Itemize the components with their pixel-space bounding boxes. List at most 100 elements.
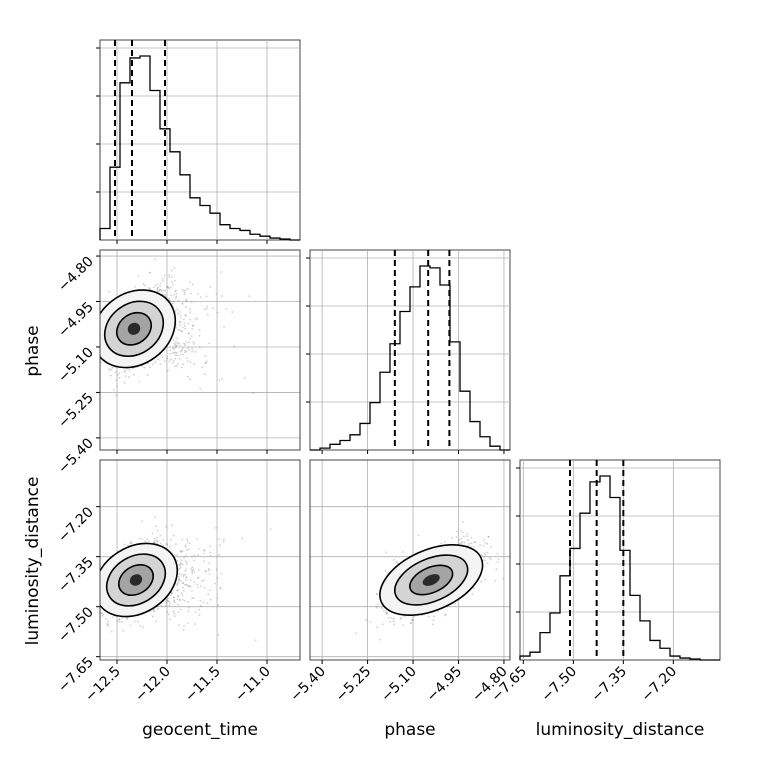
sample-point	[444, 540, 446, 543]
sample-point	[204, 354, 207, 357]
y-tick-label: −4.80	[55, 254, 97, 296]
sample-point	[148, 286, 151, 289]
sample-point	[389, 620, 392, 623]
sample-point	[180, 573, 183, 576]
sample-point	[487, 535, 490, 538]
sample-point	[155, 620, 158, 623]
sample-point	[180, 550, 182, 553]
sample-point	[189, 579, 192, 581]
sample-point	[208, 568, 210, 570]
sample-point	[181, 347, 184, 350]
sample-point	[138, 537, 141, 540]
x-tick-label: −4.95	[424, 664, 466, 706]
sample-point	[162, 539, 165, 541]
sample-point	[199, 599, 202, 602]
sample-point	[187, 548, 190, 551]
sample-point	[170, 294, 173, 297]
sample-point	[175, 289, 177, 292]
sample-point	[185, 350, 188, 353]
sample-point	[411, 619, 414, 622]
sample-point	[205, 360, 208, 363]
y-label-luminosity-distance: luminosity_distance	[23, 477, 43, 646]
sample-point	[153, 537, 156, 540]
sample-point	[189, 311, 192, 314]
sample-point	[176, 342, 179, 344]
sample-point	[175, 344, 178, 347]
sample-point	[217, 634, 220, 636]
sample-point	[122, 629, 125, 632]
sample-point	[197, 569, 200, 572]
sample-point	[153, 541, 155, 544]
panel-border	[309, 459, 511, 661]
sample-point	[209, 598, 212, 601]
sample-point	[167, 613, 170, 616]
sample-point	[178, 576, 181, 578]
sample-point	[173, 351, 175, 354]
sample-point	[496, 560, 499, 563]
sample-point	[484, 559, 486, 562]
sample-point	[172, 596, 175, 599]
sample-point	[203, 549, 205, 551]
sample-point	[191, 590, 193, 592]
sample-point	[138, 380, 141, 383]
sample-point	[482, 544, 485, 547]
sample-point	[149, 272, 152, 274]
sample-point	[163, 293, 165, 296]
sample-point	[375, 605, 378, 608]
sample-point	[161, 356, 164, 359]
sample-point	[166, 357, 169, 360]
sample-point	[191, 347, 194, 350]
sample-point	[198, 346, 201, 349]
sample-point	[98, 613, 100, 615]
sample-point	[186, 561, 189, 564]
sample-point	[202, 552, 205, 555]
sample-point	[220, 271, 223, 274]
sample-point	[484, 554, 487, 556]
sample-point	[110, 367, 113, 370]
sample-point	[142, 283, 145, 286]
sample-point	[254, 639, 257, 642]
sample-point	[95, 361, 97, 363]
sample-point	[184, 544, 187, 547]
sample-point	[181, 538, 184, 541]
sample-point	[209, 544, 212, 547]
sample-point	[177, 581, 180, 584]
sample-point	[376, 593, 379, 596]
sample-point	[175, 326, 178, 329]
sample-point	[197, 577, 199, 580]
density-peak	[127, 322, 141, 335]
sample-point	[174, 309, 177, 312]
sample-point	[172, 600, 175, 603]
sample-point	[106, 623, 109, 625]
sample-point	[214, 582, 217, 585]
sample-point	[176, 582, 179, 585]
sample-point	[174, 351, 176, 354]
sample-point	[468, 542, 470, 545]
sample-point	[440, 542, 443, 545]
sample-point	[183, 291, 186, 294]
sample-point	[168, 604, 171, 607]
sample-point	[216, 576, 219, 579]
sample-point	[178, 342, 180, 345]
scatter-phase_vs_geocent_time	[95, 258, 255, 397]
sample-point	[178, 572, 181, 575]
sample-point	[184, 545, 187, 548]
sample-point	[480, 554, 483, 556]
sample-point	[169, 352, 172, 355]
sample-point	[134, 285, 136, 288]
sample-point	[467, 539, 470, 541]
sample-point	[179, 314, 182, 317]
sample-point	[91, 621, 93, 623]
sample-point	[410, 622, 412, 625]
sample-point	[427, 615, 430, 618]
sample-point	[488, 556, 491, 559]
sample-point	[403, 615, 406, 618]
sample-point	[223, 538, 225, 541]
y-tick-label: −5.40	[55, 435, 97, 477]
sample-point	[183, 325, 186, 327]
sample-point	[385, 612, 388, 615]
sample-point	[176, 589, 179, 591]
sample-point	[181, 329, 183, 332]
sample-point	[165, 525, 168, 528]
sample-point	[96, 344, 98, 346]
